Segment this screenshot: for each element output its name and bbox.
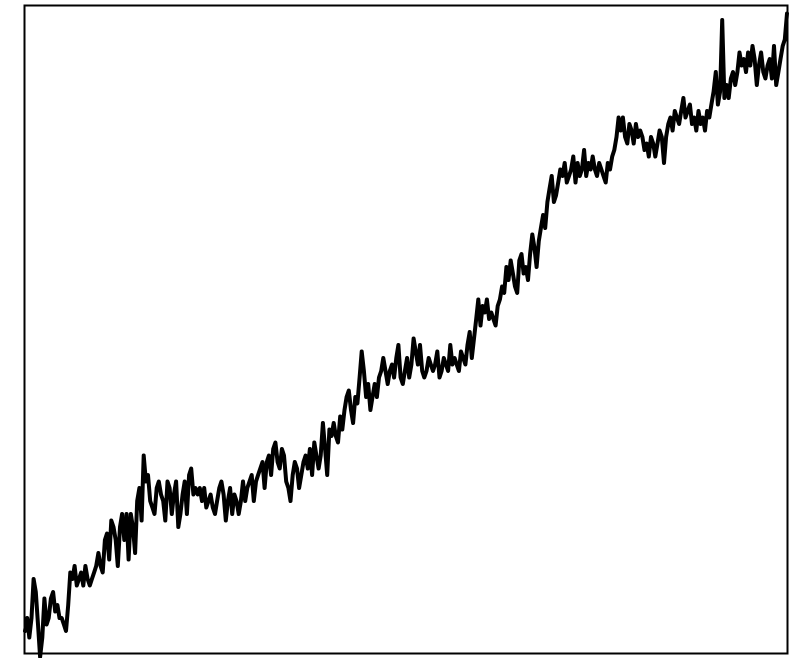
series-line-0 [23,11,789,658]
plot-frame [23,4,789,655]
series-layer [23,11,789,658]
